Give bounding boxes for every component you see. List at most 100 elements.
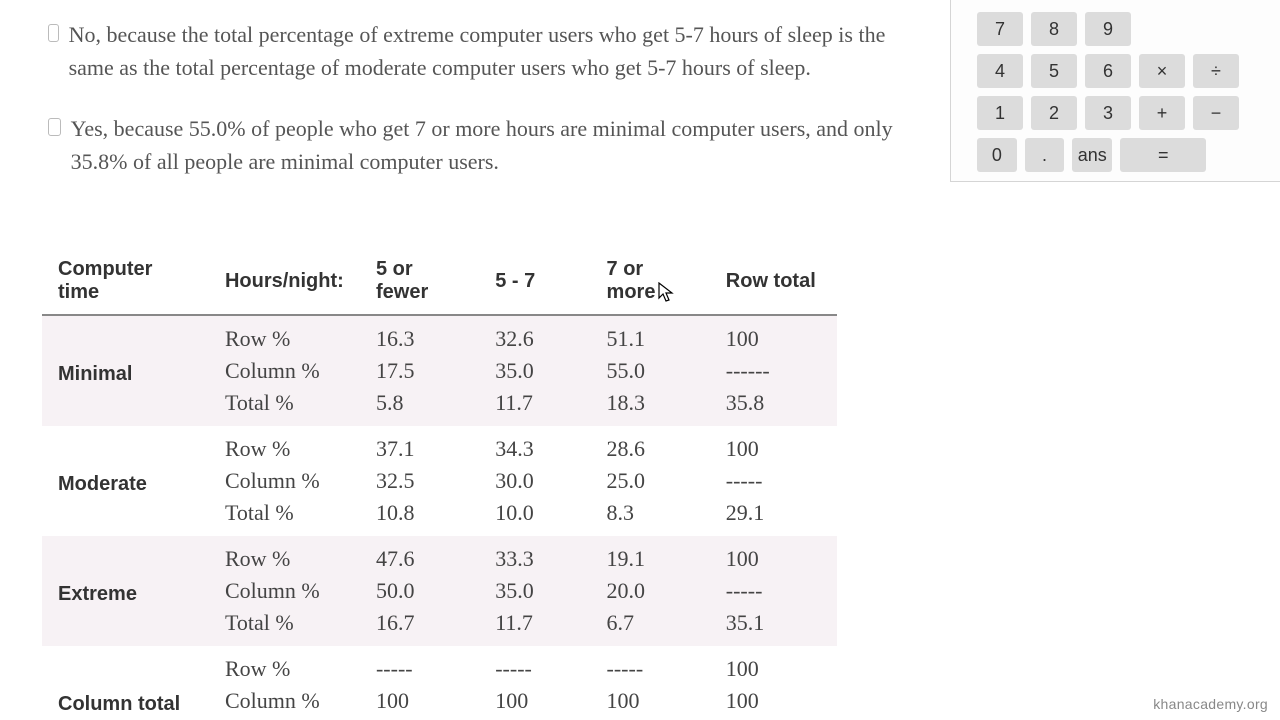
- table-header-cell: Hours/night:: [209, 248, 360, 315]
- calc-button-ans[interactable]: ans: [1072, 138, 1112, 172]
- table-cell: 100: [591, 685, 710, 717]
- calc-button-2[interactable]: 2: [1031, 96, 1077, 130]
- table-cell: 100: [360, 685, 479, 717]
- table-cell: 33.3: [479, 536, 590, 575]
- calc-button-8[interactable]: 8: [1031, 12, 1077, 46]
- table-cell: 37.1: [360, 426, 479, 465]
- table-sublabel: Total %: [209, 607, 360, 646]
- table-cell: 16.7: [360, 607, 479, 646]
- table-row-label: Extreme: [42, 536, 209, 646]
- calc-row: [977, 6, 1254, 8]
- table-cell: 11.7: [479, 387, 590, 426]
- table-cell: -----: [360, 646, 479, 685]
- table-cell: 16.3: [360, 315, 479, 355]
- table-cell: 55.0: [591, 355, 710, 387]
- table-cell: 35.0: [479, 355, 590, 387]
- calc-button-−[interactable]: −: [1193, 96, 1239, 130]
- calc-button-=[interactable]: =: [1120, 138, 1206, 172]
- calc-button-×[interactable]: ×: [1139, 54, 1185, 88]
- calc-button-7[interactable]: 7: [977, 12, 1023, 46]
- calculator: 789 456×÷ 123+− 0.ans=: [950, 0, 1280, 182]
- table-row-label: Minimal: [42, 315, 209, 426]
- table-group: ExtremeRow %47.633.319.1100Column %50.03…: [42, 536, 837, 646]
- calc-button-+[interactable]: +: [1139, 96, 1185, 130]
- table-group: ModerateRow %37.134.328.6100Column %32.5…: [42, 426, 837, 536]
- table-row: ModerateRow %37.134.328.6100: [42, 426, 837, 465]
- table-header-cell: Computer time: [42, 248, 209, 315]
- table-header-row: Computer timeHours/night:5 or fewer5 - 7…: [42, 248, 837, 315]
- table-sublabel: Column %: [209, 355, 360, 387]
- table-sublabel: Column %: [209, 465, 360, 497]
- choice-1-checkbox[interactable]: [48, 24, 59, 42]
- table-cell: 5.8: [360, 387, 479, 426]
- data-table-wrap: Computer timeHours/night:5 or fewer5 - 7…: [42, 248, 837, 720]
- table-cell: 19.1: [591, 536, 710, 575]
- table-cell: 32.5: [360, 465, 479, 497]
- table-row-label: Column total: [42, 646, 209, 720]
- table-row-label: Moderate: [42, 426, 209, 536]
- table-header-cell: Row total: [710, 248, 837, 315]
- table-sublabel: Row %: [209, 426, 360, 465]
- table-cell: 20.0: [591, 575, 710, 607]
- table-cell: ------: [710, 355, 837, 387]
- calc-button-3[interactable]: 3: [1085, 96, 1131, 130]
- calc-button-9[interactable]: 9: [1085, 12, 1131, 46]
- calc-button-.[interactable]: .: [1025, 138, 1065, 172]
- choice-1-text: No, because the total percentage of extr…: [69, 18, 908, 84]
- calc-row: 0.ans=: [977, 138, 1254, 172]
- table-header-cell: 7 or more: [591, 248, 710, 315]
- answer-choice-2[interactable]: Yes, because 55.0% of people who get 7 o…: [48, 112, 908, 178]
- table-group: MinimalRow %16.332.651.1100Column %17.53…: [42, 315, 837, 426]
- table-cell: 18.3: [591, 387, 710, 426]
- answer-choices: No, because the total percentage of extr…: [48, 18, 908, 206]
- calc-button-÷[interactable]: ÷: [1193, 54, 1239, 88]
- table-cell: 10.8: [360, 497, 479, 536]
- data-table: Computer timeHours/night:5 or fewer5 - 7…: [42, 248, 837, 720]
- table-cell: 100: [710, 646, 837, 685]
- table-cell: 28.6: [591, 426, 710, 465]
- choice-2-text: Yes, because 55.0% of people who get 7 o…: [71, 112, 908, 178]
- table-cell: -----: [710, 465, 837, 497]
- table-sublabel: Column %: [209, 575, 360, 607]
- table-sublabel: Row %: [209, 315, 360, 355]
- table-cell: 34.3: [479, 426, 590, 465]
- table-cell: 35.0: [479, 575, 590, 607]
- table-cell: -----: [591, 646, 710, 685]
- table-group: Column totalRow %---------------100Colum…: [42, 646, 837, 720]
- table-sublabel: Row %: [209, 646, 360, 685]
- choice-2-checkbox[interactable]: [48, 118, 61, 136]
- table-cell: 51.1: [591, 315, 710, 355]
- table-cell: -----: [710, 575, 837, 607]
- table-cell: 100: [710, 536, 837, 575]
- table-cell: 29.1: [710, 497, 837, 536]
- calc-row: 123+−: [977, 96, 1254, 130]
- answer-choice-1[interactable]: No, because the total percentage of extr…: [48, 18, 908, 84]
- calc-row: 456×÷: [977, 54, 1254, 88]
- calc-button-6[interactable]: 6: [1085, 54, 1131, 88]
- table-cell: -----: [479, 646, 590, 685]
- table-row: Column totalRow %---------------100: [42, 646, 837, 685]
- table-cell: 6.7: [591, 607, 710, 646]
- table-cell: 30.0: [479, 465, 590, 497]
- table-cell: 50.0: [360, 575, 479, 607]
- table-sublabel: Column %: [209, 685, 360, 717]
- table-cell: 100: [710, 315, 837, 355]
- calc-button-1[interactable]: 1: [977, 96, 1023, 130]
- watermark: khanacademy.org: [1153, 696, 1268, 712]
- table-cell: 35.1: [710, 607, 837, 646]
- table-sublabel: Row %: [209, 536, 360, 575]
- table-cell: 8.3: [591, 497, 710, 536]
- table-cell: 100: [710, 426, 837, 465]
- table-cell: 100: [479, 685, 590, 717]
- table-sublabel: Total %: [209, 387, 360, 426]
- table-cell: 32.6: [479, 315, 590, 355]
- table-cell: 100: [710, 685, 837, 717]
- table-cell: 47.6: [360, 536, 479, 575]
- table-header-cell: 5 or fewer: [360, 248, 479, 315]
- table-row: MinimalRow %16.332.651.1100: [42, 315, 837, 355]
- calc-button-4[interactable]: 4: [977, 54, 1023, 88]
- table-row: ExtremeRow %47.633.319.1100: [42, 536, 837, 575]
- calc-row: 789: [977, 12, 1254, 46]
- calc-button-0[interactable]: 0: [977, 138, 1017, 172]
- calc-button-5[interactable]: 5: [1031, 54, 1077, 88]
